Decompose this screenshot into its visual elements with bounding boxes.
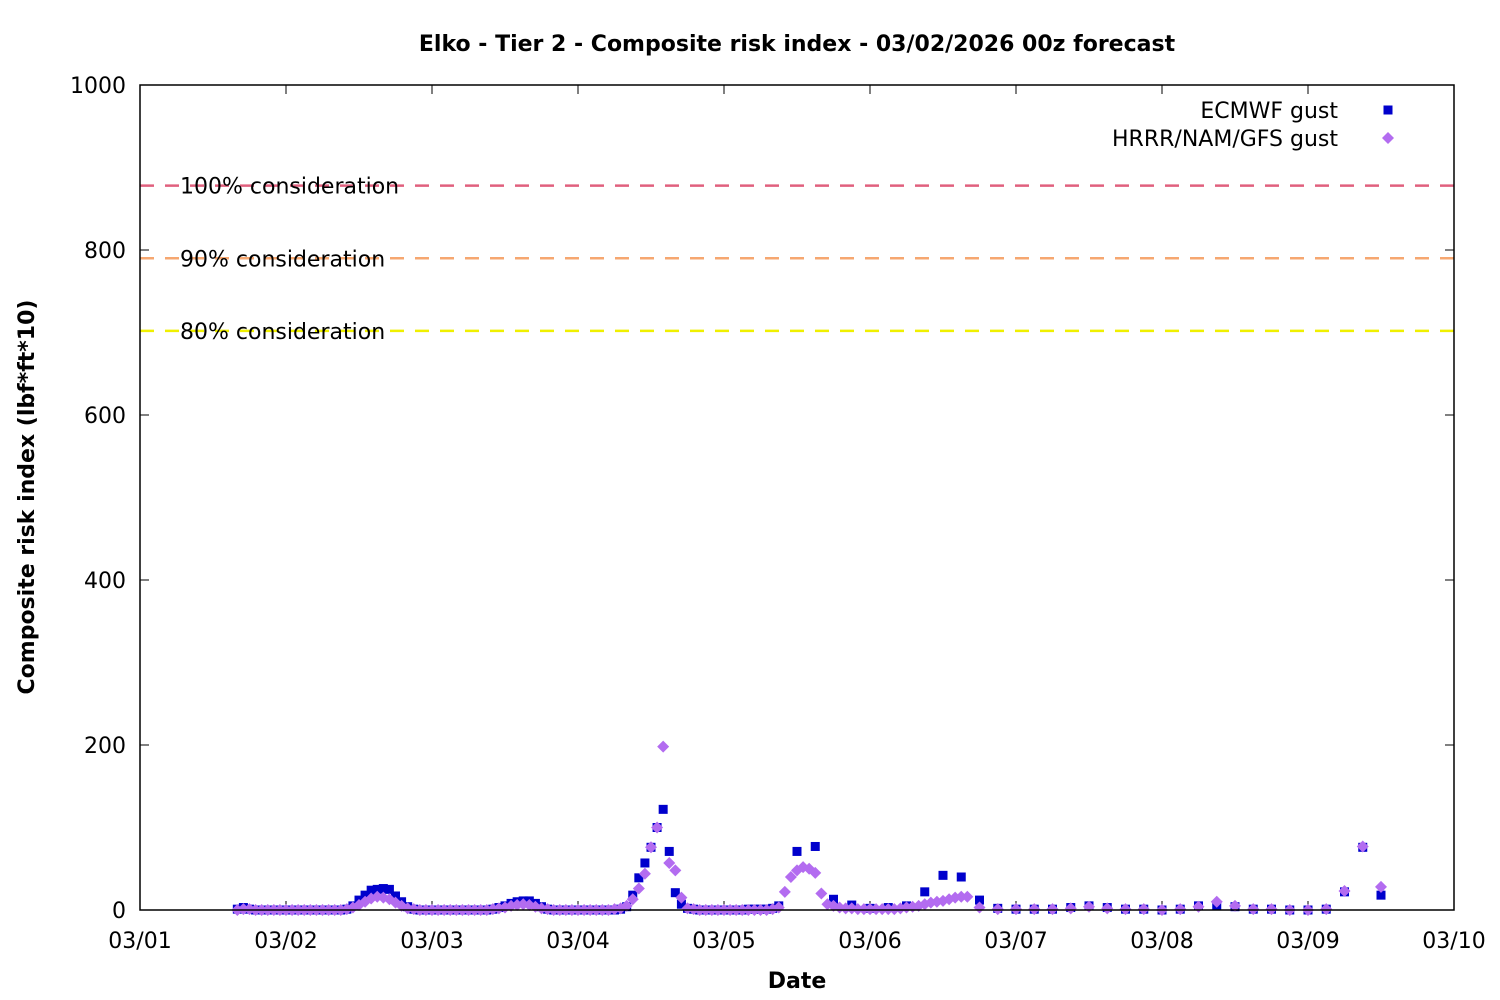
- data-point: [809, 866, 822, 879]
- x-axis-label: Date: [768, 969, 827, 994]
- data-point: [975, 895, 984, 905]
- x-tick-label: 03/08: [1130, 929, 1193, 954]
- y-tick-label: 200: [84, 734, 126, 759]
- data-point: [815, 887, 828, 900]
- y-tick-label: 800: [84, 239, 126, 264]
- data-point: [378, 884, 388, 894]
- data-point: [640, 858, 650, 868]
- data-point: [626, 893, 639, 906]
- reference-line-label: 90% consideration: [180, 247, 385, 272]
- data-point: [1028, 903, 1041, 916]
- data-point: [882, 903, 895, 916]
- data-point: [876, 903, 889, 916]
- chart-title: Elko - Tier 2 - Composite risk index - 0…: [419, 32, 1176, 57]
- reference-lines: 100% consideration 90% consideration 80% c…: [140, 175, 1454, 345]
- data-point: [645, 841, 657, 854]
- data-point: [669, 864, 682, 877]
- x-tick-label: 03/01: [108, 929, 171, 954]
- series-1: [231, 740, 1387, 916]
- data-point: [237, 903, 250, 916]
- legend: ECMWF gust HRRR/NAM/GFS gust: [1112, 99, 1394, 152]
- data-point: [839, 902, 852, 915]
- data-point: [391, 891, 400, 901]
- data-point: [1229, 899, 1241, 912]
- x-tick-label: 03/04: [546, 929, 609, 954]
- plot-frame: [139, 84, 1455, 911]
- x-tick-label: 03/02: [254, 929, 317, 954]
- data-point: [920, 887, 930, 897]
- data-point: [792, 846, 802, 856]
- data-point: [778, 885, 791, 898]
- data-point: [870, 903, 883, 916]
- data-point: [1356, 840, 1369, 853]
- data-point: [1101, 902, 1114, 915]
- legend-marker: [1382, 132, 1394, 144]
- data-point: [1010, 903, 1022, 916]
- data-point: [1247, 903, 1260, 916]
- y-tick-label: 0: [112, 899, 126, 924]
- x-tick-label: 03/07: [984, 929, 1047, 954]
- data-point: [956, 872, 966, 882]
- legend-label: ECMWF gust: [1200, 99, 1338, 124]
- legend-marker: [1383, 105, 1393, 115]
- data-point: [810, 841, 820, 851]
- data-point: [651, 821, 664, 834]
- data-point: [961, 890, 974, 903]
- y-tick-label: 400: [84, 569, 126, 594]
- x-tick-label: 03/03: [400, 929, 463, 954]
- data-point: [664, 846, 674, 856]
- y-tick-label: 1000: [70, 74, 126, 99]
- data-point: [663, 856, 676, 869]
- data-point: [360, 890, 370, 900]
- data-point: [1375, 880, 1387, 893]
- data-point: [675, 891, 688, 904]
- data-point: [857, 903, 870, 916]
- data-point: [1265, 903, 1278, 916]
- data-point: [657, 740, 670, 753]
- data-point: [1064, 902, 1077, 915]
- data-point: [991, 903, 1004, 916]
- data-point: [851, 903, 864, 916]
- data-point: [676, 899, 686, 909]
- y-tick-label: 600: [84, 404, 126, 429]
- data-point: [634, 873, 644, 883]
- data-point: [784, 871, 797, 883]
- legend-label: HRRR/NAM/GFS gust: [1112, 127, 1338, 152]
- series-0: [232, 804, 1386, 915]
- data-point: [658, 804, 668, 814]
- data-point: [638, 867, 651, 880]
- data-point: [384, 884, 394, 894]
- axis-ticks: 03/01 03/02 03/03 03/04 03/05 03/06 03/07 03/08…: [70, 74, 1486, 954]
- data-point: [632, 882, 645, 895]
- data-point: [372, 884, 382, 894]
- data-point: [1137, 903, 1150, 916]
- data-point: [1320, 903, 1333, 916]
- reference-line-label: 100% consideration: [180, 175, 399, 200]
- data-point: [938, 870, 948, 880]
- data-point: [1210, 895, 1223, 908]
- data-point: [1046, 903, 1059, 916]
- x-tick-label: 03/10: [1422, 929, 1485, 954]
- data-point: [1174, 903, 1187, 916]
- data-point: [1119, 903, 1132, 916]
- reference-line-label: 80% consideration: [180, 320, 385, 345]
- data-point: [620, 899, 633, 912]
- data-point: [829, 894, 838, 904]
- data-points: [231, 740, 1387, 916]
- x-tick-label: 03/05: [692, 929, 755, 954]
- data-point: [955, 890, 968, 903]
- data-point: [1376, 890, 1386, 900]
- data-point: [670, 888, 680, 898]
- data-point: [1338, 885, 1351, 898]
- data-point: [366, 885, 376, 895]
- y-axis-label: Composite risk index (lbf*ft*10): [15, 300, 40, 695]
- data-point: [864, 903, 876, 916]
- x-tick-label: 03/06: [838, 929, 901, 954]
- x-tick-label: 03/09: [1276, 929, 1339, 954]
